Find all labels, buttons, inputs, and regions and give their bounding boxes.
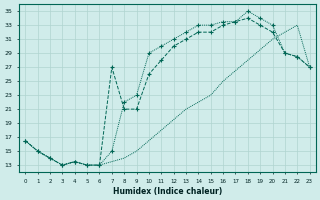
X-axis label: Humidex (Indice chaleur): Humidex (Indice chaleur) (113, 187, 222, 196)
